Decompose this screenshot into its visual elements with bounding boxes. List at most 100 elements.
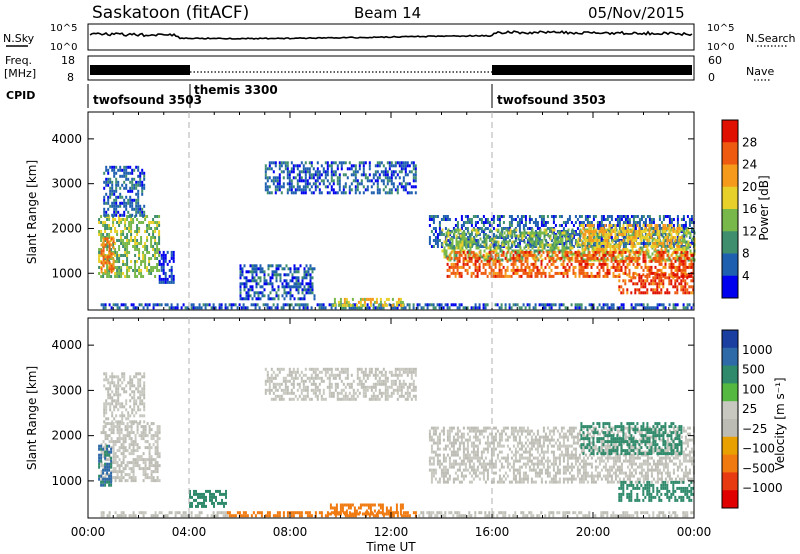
data-cell bbox=[618, 227, 621, 230]
data-cell bbox=[578, 259, 581, 263]
data-cell bbox=[662, 218, 665, 221]
data-cell bbox=[135, 198, 138, 202]
data-cell bbox=[158, 277, 161, 281]
data-cell bbox=[666, 236, 669, 239]
data-cell bbox=[576, 218, 579, 221]
data-cell bbox=[682, 288, 685, 292]
data-cell bbox=[356, 179, 359, 183]
data-cell bbox=[156, 303, 159, 307]
colorbar-frame bbox=[721, 119, 739, 299]
data-cell bbox=[438, 230, 441, 233]
data-cell bbox=[162, 277, 165, 281]
data-cell bbox=[399, 303, 402, 307]
data-cell bbox=[688, 265, 691, 269]
data-cell bbox=[135, 213, 138, 217]
data-cell bbox=[136, 461, 139, 465]
data-cell bbox=[539, 243, 542, 247]
data-cell bbox=[137, 165, 140, 169]
data-cell bbox=[528, 253, 531, 257]
data-cell bbox=[480, 221, 483, 224]
data-cell bbox=[152, 266, 155, 269]
data-cell bbox=[569, 234, 572, 238]
data-cell bbox=[586, 221, 589, 224]
data-cell bbox=[336, 182, 339, 186]
data-cell bbox=[110, 248, 113, 251]
data-cell bbox=[690, 306, 693, 310]
data-cell bbox=[475, 243, 478, 247]
data-cell bbox=[126, 422, 129, 426]
data-cell bbox=[239, 291, 242, 295]
data-cell bbox=[670, 265, 673, 269]
data-cell bbox=[404, 185, 407, 189]
data-cell bbox=[466, 221, 469, 224]
data-cell bbox=[532, 256, 535, 260]
data-cell bbox=[456, 250, 459, 254]
data-cell bbox=[688, 256, 691, 260]
data-cell bbox=[298, 170, 301, 174]
data-cell bbox=[218, 303, 221, 307]
data-cell bbox=[110, 243, 113, 247]
freq-panel-frame bbox=[87, 55, 695, 81]
data-cell bbox=[646, 233, 649, 236]
data-cell bbox=[116, 230, 119, 233]
data-cell bbox=[516, 221, 519, 224]
data-cell bbox=[447, 228, 450, 232]
data-cell bbox=[107, 417, 110, 421]
data-cell bbox=[658, 215, 661, 218]
data-cell bbox=[596, 224, 599, 227]
data-cell bbox=[588, 253, 591, 257]
data-cell bbox=[156, 467, 159, 471]
data-cell bbox=[308, 170, 311, 174]
data-cell bbox=[502, 253, 505, 257]
data-cell bbox=[283, 267, 286, 271]
data-cell bbox=[160, 277, 163, 281]
data-cell bbox=[239, 297, 242, 301]
data-cell bbox=[618, 248, 621, 251]
data-cell bbox=[590, 262, 593, 266]
data-cell bbox=[634, 256, 637, 260]
data-cell bbox=[100, 431, 103, 435]
data-cell bbox=[124, 449, 127, 453]
data-cell bbox=[682, 285, 685, 289]
data-cell bbox=[107, 177, 110, 181]
data-cell bbox=[520, 221, 523, 224]
data-cell bbox=[291, 279, 294, 283]
data-cell bbox=[132, 303, 135, 307]
data-cell bbox=[484, 268, 487, 272]
data-cell bbox=[488, 265, 491, 269]
data-cell bbox=[512, 262, 515, 266]
data-cell bbox=[478, 303, 481, 307]
data-cell bbox=[297, 291, 300, 295]
data-cell bbox=[453, 252, 456, 256]
data-cell bbox=[600, 221, 603, 224]
data-cell bbox=[133, 177, 136, 181]
data-cell bbox=[119, 393, 122, 397]
data-cell bbox=[498, 262, 501, 266]
data-cell bbox=[476, 253, 479, 257]
data-cell bbox=[501, 228, 504, 232]
data-cell bbox=[138, 251, 141, 254]
data-cell bbox=[158, 230, 161, 233]
data-cell bbox=[670, 271, 673, 275]
data-cell bbox=[336, 191, 339, 195]
data-cell bbox=[436, 303, 439, 307]
data-cell bbox=[110, 450, 113, 454]
data-cell bbox=[292, 170, 295, 174]
data-cell bbox=[349, 303, 352, 307]
data-cell bbox=[494, 271, 497, 275]
data-cell bbox=[690, 262, 693, 266]
data-cell bbox=[276, 303, 279, 307]
data-cell bbox=[618, 274, 621, 278]
data-cell bbox=[116, 431, 119, 435]
data-cell bbox=[125, 384, 128, 388]
data-cell bbox=[536, 268, 539, 272]
data-cell bbox=[286, 188, 289, 192]
data-cell bbox=[465, 240, 468, 244]
data-cell bbox=[342, 185, 345, 189]
data-cell bbox=[638, 273, 641, 277]
data-cell bbox=[632, 262, 635, 266]
data-cell bbox=[568, 250, 571, 254]
data-cell bbox=[571, 246, 574, 250]
data-cell bbox=[478, 256, 481, 260]
data-cell bbox=[354, 176, 357, 180]
